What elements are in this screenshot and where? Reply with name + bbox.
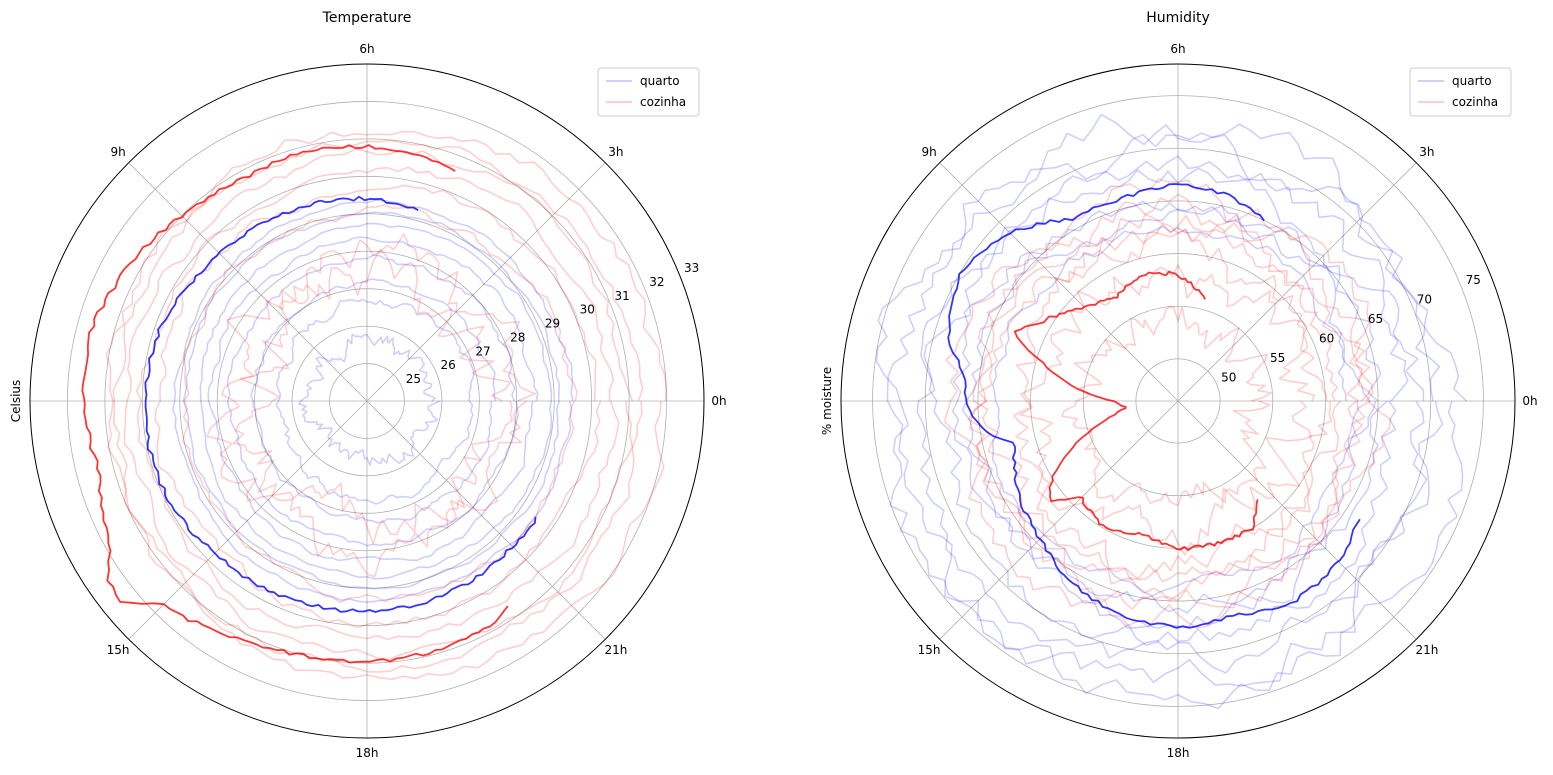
series-line-quarto-day-4 xyxy=(226,254,520,547)
theta-tick-label: 18h xyxy=(356,746,379,760)
theta-grid-line xyxy=(128,162,368,402)
series-line-cozinha-day-1 xyxy=(232,248,513,545)
series-line-quarto-day-1 xyxy=(991,225,1359,597)
r-tick-label: 65 xyxy=(1368,312,1383,326)
series-line-quarto-day-8 xyxy=(172,199,574,603)
r-tick-label: 30 xyxy=(580,303,595,317)
legend-label-quarto: quarto xyxy=(1452,74,1492,88)
series-line-cozinha-current xyxy=(1013,270,1259,551)
r-tick-label: 29 xyxy=(545,317,560,331)
series-line-quarto-day-2 xyxy=(275,298,475,505)
legend-label-cozinha: cozinha xyxy=(640,95,686,109)
series-line-quarto-day-5 xyxy=(916,155,1428,674)
polar-frame xyxy=(840,63,1516,739)
series-line-quarto-day-6 xyxy=(886,132,1444,687)
theta-tick-label: 9h xyxy=(110,145,125,159)
theta-tick-label: 0h xyxy=(1522,394,1537,408)
r-tick-label: 32 xyxy=(649,275,664,289)
theta-grid-line xyxy=(939,400,1179,640)
series-line-quarto-day-4 xyxy=(923,167,1409,646)
theta-grid-line xyxy=(1177,400,1417,640)
theta-tick-label: 3h xyxy=(608,145,623,159)
series-line-cozinha-day-3 xyxy=(1013,229,1333,581)
theta-tick-label: 3h xyxy=(1419,145,1434,159)
r-tick-label: 60 xyxy=(1319,331,1334,345)
series-line-quarto-day-5 xyxy=(207,236,539,562)
theta-grid-line xyxy=(366,400,606,640)
r-tick-label: 26 xyxy=(441,358,456,372)
series-line-quarto-day-1 xyxy=(298,333,440,466)
series-line-quarto-day-3 xyxy=(951,200,1388,629)
chart-title: Temperature xyxy=(322,10,412,26)
r-tick-label: 33 xyxy=(684,261,699,275)
series-line-cozinha-day-5 xyxy=(969,214,1363,602)
theta-tick-label: 0h xyxy=(711,394,726,408)
series-line-quarto-day-7 xyxy=(182,211,561,590)
series-line-cozinha-day-1 xyxy=(1061,305,1272,507)
series-line-quarto-day-7 xyxy=(875,113,1467,710)
series-line-cozinha-day-2 xyxy=(206,233,536,578)
polar-frame xyxy=(29,63,705,739)
r-tick-label: 25 xyxy=(406,372,421,386)
theta-grid-line xyxy=(128,400,368,640)
series-line-cozinha-day-8 xyxy=(105,130,667,681)
theta-tick-label: 21h xyxy=(1415,643,1438,657)
theta-tick-label: 21h xyxy=(604,643,627,657)
legend-label-quarto: quarto xyxy=(640,74,680,88)
legend: quarto cozinha xyxy=(597,67,700,117)
series-line-quarto-current xyxy=(144,195,537,613)
series-line-cozinha-day-2 xyxy=(1019,264,1316,556)
r-tick-label: 70 xyxy=(1417,292,1432,306)
legend-label-cozinha: cozinha xyxy=(1452,95,1498,109)
temperature-panel: 25 26 27 28 29 30 31 32 33 0h 3h 6h 9h 15h 18h 21h Tempe… xyxy=(9,10,727,760)
series-line-quarto-day-3 xyxy=(250,278,497,524)
theta-tick-label: 9h xyxy=(921,145,936,159)
r-tick-label: 55 xyxy=(1270,351,1285,365)
chart-title: Humidity xyxy=(1146,10,1209,26)
theta-tick-label: 6h xyxy=(359,42,374,56)
r-tick-label: 75 xyxy=(1466,273,1481,287)
series-line-cozinha-day-4 xyxy=(972,213,1342,583)
r-tick-label: 28 xyxy=(510,330,525,344)
theta-tick-label: 15h xyxy=(107,643,130,657)
series-line-cozinha-day-6 xyxy=(967,193,1371,610)
r-tick-label: 31 xyxy=(614,289,629,303)
theta-tick-label: 18h xyxy=(1167,746,1190,760)
legend: quarto cozinha xyxy=(1409,67,1512,117)
series-line-cozinha-day-7 xyxy=(943,178,1392,629)
r-tick-label: 50 xyxy=(1221,370,1236,384)
series-line-cozinha-day-3 xyxy=(181,204,578,604)
series-line-quarto-current xyxy=(947,183,1361,629)
series-line-quarto-day-6 xyxy=(199,222,553,580)
theta-tick-label: 6h xyxy=(1170,42,1185,56)
theta-tick-label: 15h xyxy=(918,643,941,657)
series-line-cozinha-day-4 xyxy=(154,184,602,629)
y-axis-label: Celsius xyxy=(9,380,23,423)
y-axis-label: % moisture xyxy=(820,367,834,435)
legend-box xyxy=(1409,67,1512,117)
series-line-cozinha-current xyxy=(81,144,509,664)
series-line-cozinha-day-7 xyxy=(112,139,644,673)
series-line-cozinha-day-6 xyxy=(123,148,634,660)
r-tick-label: 27 xyxy=(475,344,490,358)
humidity-panel: 50 55 60 65 70 75 0h 3h 6h 9h 15h 18h 21h Humidity % m… xyxy=(820,10,1538,760)
theta-grid-line xyxy=(1177,162,1417,402)
theta-grid-line xyxy=(939,162,1179,402)
series-line-cozinha-day-5 xyxy=(135,166,620,641)
theta-grid-line xyxy=(366,162,606,402)
legend-box xyxy=(597,67,700,117)
